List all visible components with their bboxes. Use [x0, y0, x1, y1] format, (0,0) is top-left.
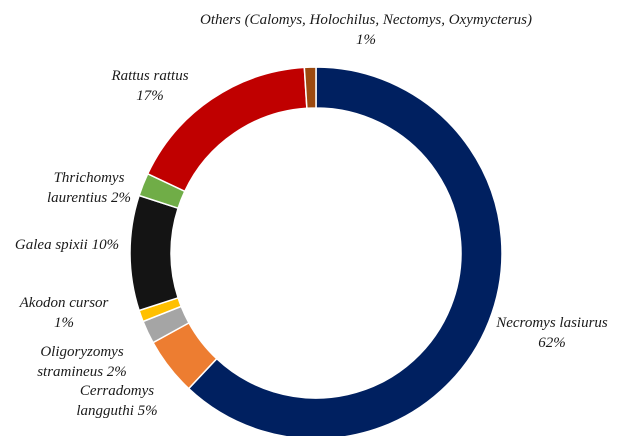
slice-necromys-lasiurus: [187, 66, 503, 436]
label-line: langguthi 5%: [76, 403, 157, 419]
label-line: Necromys lasiurus: [495, 315, 608, 331]
label-line: Galea spixii 10%: [15, 237, 119, 253]
label-line: Akodon cursor: [19, 295, 109, 311]
label-galea-spixii: Galea spixii 10%: [15, 237, 119, 253]
label-necromys-lasiurus: Necromys lasiurus 62%: [495, 315, 608, 351]
label-line: Others (Calomys, Holochilus, Nectomys, O…: [200, 12, 532, 28]
label-line: Oligoryzomys: [40, 344, 123, 360]
label-line: 17%: [136, 88, 164, 104]
label-line: stramineus 2%: [37, 364, 127, 380]
label-line: Cerradomys: [80, 383, 154, 399]
slice-others-calomys-holochilus-nectomys-oxymycterus: [303, 66, 317, 110]
label-line: 1%: [356, 32, 376, 48]
label-line: Rattus rattus: [110, 68, 188, 84]
donut-slices: [129, 66, 503, 436]
label-line: laurentius 2%: [47, 190, 131, 206]
label-oligoryzomys-stramineus: Oligoryzomys stramineus 2%: [37, 344, 127, 380]
label-akodon-cursor: Akodon cursor 1%: [19, 295, 109, 331]
label-line: Thrichomys: [54, 170, 125, 186]
slice-galea-spixii: [129, 194, 180, 312]
label-cerradomys-langguthi: Cerradomys langguthi 5%: [76, 383, 157, 419]
label-line: 1%: [54, 315, 74, 331]
label-line: 62%: [538, 335, 566, 351]
label-rattus-rattus: Rattus rattus 17%: [110, 68, 188, 104]
label-thrichomys-laurentius: Thrichomys laurentius 2%: [47, 170, 131, 206]
label-others-calomys-holochilus-nectomys-oxymycterus: Others (Calomys, Holochilus, Nectomys, O…: [200, 12, 532, 48]
slice-rattus-rattus: [146, 66, 308, 193]
slice-labels: Necromys lasiurus 62% Cerradomys langguthi …: [15, 12, 608, 419]
